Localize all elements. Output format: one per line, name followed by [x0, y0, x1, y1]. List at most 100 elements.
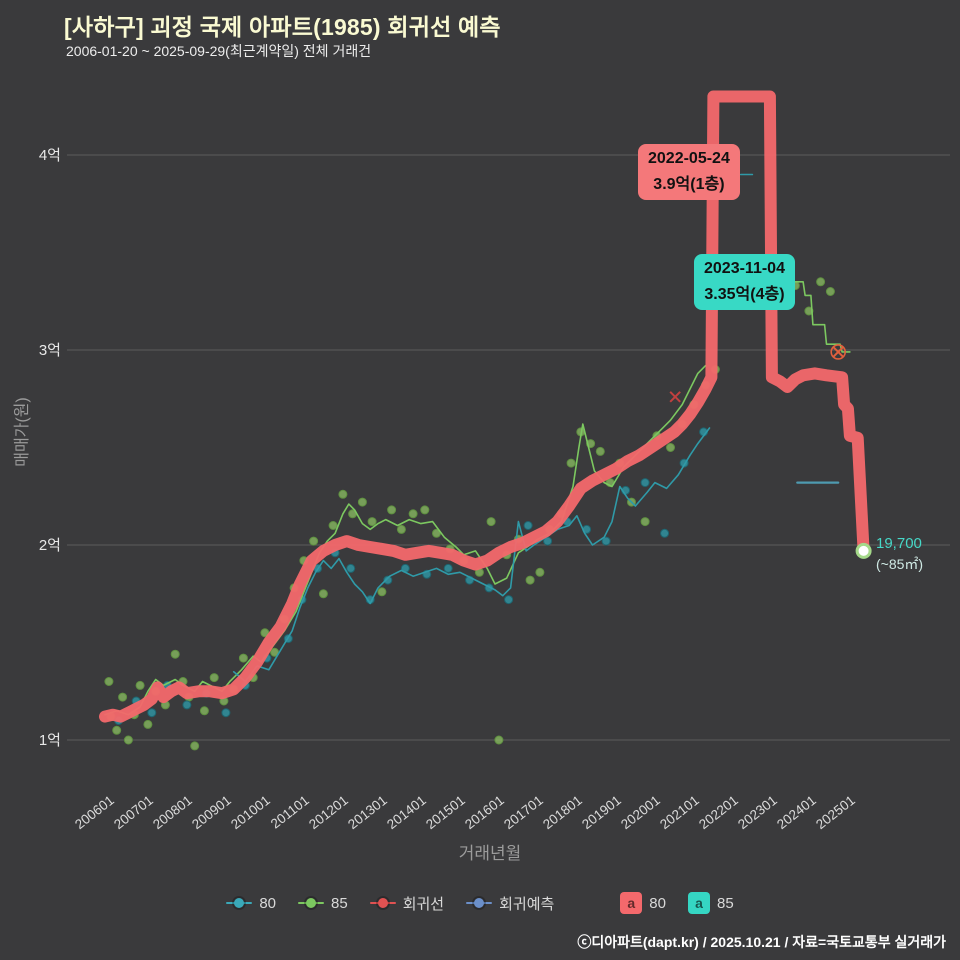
x-tick-label: 201401 [384, 793, 429, 833]
x-tick-label: 201301 [345, 793, 390, 833]
annotation-callout-85: 2023-11-04 3.35억(4층) [694, 254, 795, 310]
legend-item-80[interactable]: a 80 [620, 892, 666, 914]
x-tick-label: 202201 [696, 793, 741, 833]
x-tick-label: 201001 [228, 793, 273, 833]
legend-label: 80 [649, 894, 666, 912]
end-point-dot [855, 542, 872, 559]
scatter-point-80 [523, 521, 533, 530]
x-tick-label: 201801 [540, 793, 585, 833]
scatter-point-85 [804, 306, 814, 316]
scatter-point-85 [118, 692, 128, 702]
legend-label: 85 [716, 894, 734, 912]
scatter-point-85 [535, 567, 545, 577]
scatter-point-85 [816, 277, 826, 287]
scatter-point-85 [666, 443, 675, 452]
scatter-point-85 [170, 649, 180, 659]
x-tick-label: 202401 [774, 793, 819, 833]
scatter-point-80 [443, 563, 453, 573]
scatter-point-85 [135, 680, 145, 690]
x-tick-label: 200801 [150, 793, 195, 833]
x-tick-label: 202301 [735, 793, 780, 833]
scatter-point-85 [143, 719, 153, 729]
scatter-point-85 [377, 587, 387, 597]
legend-item-85[interactable]: a 85 [687, 892, 734, 914]
scatter-point-85 [309, 536, 319, 546]
series-line-회귀선 [99, 90, 870, 723]
scatter-point-85 [190, 741, 200, 751]
x-tick-label: 201601 [462, 793, 507, 833]
scatter-point-85 [525, 575, 535, 585]
scatter-point-85 [825, 287, 835, 296]
legend-chip-icon: a [620, 892, 643, 914]
legend-line-dot-icon [226, 897, 253, 909]
x-tick-label: 200701 [111, 793, 156, 833]
legend-label: 85 [331, 894, 348, 912]
scatter-point-85 [357, 497, 367, 507]
scatter-point-85 [566, 458, 576, 468]
outlier-x-marker [669, 391, 681, 403]
x-tick-label: 201501 [423, 793, 468, 833]
scatter-point-85 [338, 489, 348, 499]
scatter-point-80 [504, 595, 514, 605]
legend-chip-icon: a [687, 892, 710, 914]
y-tick-label: 1억 [39, 732, 61, 749]
annotation-callout-80: 2022-05-24 3.9억(1층) [638, 144, 740, 200]
legend-item-85[interactable]: 85 [298, 895, 348, 912]
x-axis-title: 거래년월 [458, 844, 522, 863]
latest-regression-marker [830, 344, 847, 360]
series-line-80 [232, 427, 711, 683]
latest-price-area: (~85㎡) [876, 556, 924, 572]
scatter-point-80 [383, 575, 393, 585]
y-axis-title: 매매가(원) [14, 397, 31, 467]
scatter-point-85 [318, 589, 328, 599]
scatter-point-85 [112, 725, 122, 735]
scatter-point-85 [408, 509, 418, 519]
x-tick-label: 202101 [657, 793, 702, 833]
scatter-point-85 [199, 706, 209, 716]
y-tick-label: 2억 [39, 537, 61, 554]
scatter-point-85 [494, 735, 504, 745]
series-line-85 [790, 280, 851, 353]
annotation-date: 2023-11-04 [704, 260, 785, 277]
scatter-point-80 [182, 700, 192, 710]
legend-line-dot-icon [298, 897, 324, 909]
scatter-point-85 [367, 517, 377, 527]
legend-label: 회귀예측 [499, 895, 555, 913]
footer-credit: ⓒ디아파트(dapt.kr) / 2025.10.21 / 자료=국토교통부 실… [577, 934, 946, 950]
scatter-point-80 [601, 536, 611, 546]
x-tick-label: 201701 [501, 793, 546, 833]
scatter-point-85 [396, 524, 406, 534]
x-tick-label: 201101 [268, 793, 312, 832]
legend-item-80[interactable]: 80 [226, 895, 276, 912]
legend-label: 80 [259, 894, 276, 912]
page-subtitle: 2006-01-20 ~ 2025-09-29(최근계약일) 전체 거래건 [66, 43, 372, 59]
scatter-point-85 [238, 653, 248, 663]
latest-price-value: 19,700 [876, 535, 922, 552]
y-tick-label: 3억 [39, 342, 61, 359]
legend: 80 85 회귀선 회귀예측 a 80 a 85 [0, 892, 960, 914]
x-tick-label: 202501 [813, 793, 858, 833]
annotation-date: 2022-05-24 [648, 150, 730, 167]
scatter-point-80 [147, 708, 157, 718]
legend-item-회귀예측[interactable]: 회귀예측 [466, 893, 554, 914]
legend-label: 회귀선 [402, 895, 445, 913]
legend-item-회귀선[interactable]: 회귀선 [369, 893, 445, 914]
scatter-point-80 [346, 563, 356, 573]
scatter-point-85 [123, 735, 133, 745]
x-tick-label: 201901 [579, 793, 624, 833]
legend-line-dot-icon [369, 897, 396, 909]
scatter-point-85 [209, 673, 219, 683]
annotation-price: 3.35억(4층) [704, 286, 785, 303]
scatter-point-85 [104, 677, 114, 686]
scatter-point-85 [387, 505, 397, 515]
scatter-point-85 [640, 517, 650, 527]
scatter-point-85 [420, 505, 430, 515]
legend-line-dot-icon [466, 897, 493, 909]
series-line-85 [104, 364, 707, 716]
scatter-point-80 [660, 528, 670, 538]
x-tick-label: 202001 [618, 793, 663, 833]
x-tick-label: 200901 [189, 793, 234, 833]
scatter-point-80 [221, 708, 231, 718]
